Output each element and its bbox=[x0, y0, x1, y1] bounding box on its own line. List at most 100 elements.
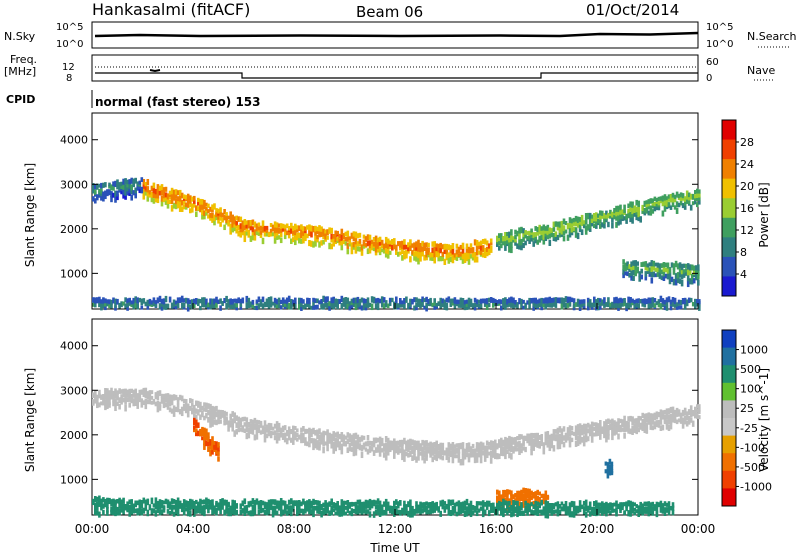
vel-cell-b1 bbox=[193, 425, 196, 430]
power-cell-b1 bbox=[524, 240, 527, 246]
vel-cell-b0 bbox=[615, 421, 618, 427]
power-cell-b4 bbox=[617, 298, 620, 304]
vel-cell-b0 bbox=[619, 418, 622, 424]
power-cell-b0 bbox=[314, 229, 317, 236]
vel-cell-b4 bbox=[417, 508, 420, 513]
power-cell-b4 bbox=[391, 297, 394, 303]
vel-cell-b0 bbox=[106, 388, 109, 395]
power-cell-b1 bbox=[694, 194, 697, 199]
power-cell-b0 bbox=[334, 230, 337, 235]
power-cell-b0 bbox=[211, 204, 214, 210]
vel-cell-b0 bbox=[437, 450, 440, 455]
vel-cell-b1 bbox=[193, 428, 196, 433]
power-cell-b0 bbox=[257, 226, 261, 231]
power-cell-b1 bbox=[500, 237, 503, 242]
power-cell-b0 bbox=[439, 256, 442, 262]
vel-cell-b0 bbox=[277, 427, 281, 433]
vel-cell-b0 bbox=[251, 430, 255, 435]
vel-cell-b0 bbox=[556, 439, 560, 446]
power-cell-b4 bbox=[348, 301, 352, 307]
vel-cell-b0 bbox=[405, 440, 408, 446]
vel-cbar-swatch bbox=[722, 418, 736, 437]
vel-cell-b0 bbox=[108, 402, 111, 408]
power-cell-b3 bbox=[622, 259, 625, 265]
vel-cell-b0 bbox=[328, 436, 331, 442]
vel-cell-b0 bbox=[172, 405, 176, 412]
vel-cell-b0 bbox=[148, 390, 152, 395]
power-cell-b0 bbox=[344, 241, 348, 246]
power-cell-b4 bbox=[411, 298, 414, 305]
power-cell-b0 bbox=[174, 203, 178, 210]
vel-cell-b0 bbox=[158, 405, 162, 411]
vel-cell-b0 bbox=[498, 442, 501, 448]
power-cell-b0 bbox=[447, 258, 451, 264]
vel-cell-b4 bbox=[110, 499, 113, 505]
power-cell-b1 bbox=[526, 231, 529, 235]
velocity-colorbar-label: Velocity [m s^-1] bbox=[757, 368, 771, 472]
vel-cell-b0 bbox=[120, 396, 123, 402]
power-cell-b0 bbox=[225, 219, 228, 223]
vel-cell-b4 bbox=[671, 505, 675, 512]
vel-cell-b0 bbox=[132, 392, 135, 398]
vel-cell-b0 bbox=[259, 423, 263, 428]
vel-cell-b1 bbox=[195, 428, 198, 434]
vel-cell-b4 bbox=[275, 500, 279, 505]
power-cell-b4 bbox=[492, 297, 495, 303]
power-cell-b1 bbox=[502, 236, 505, 242]
vel-cell-b3 bbox=[608, 469, 612, 476]
vel-cell-b4 bbox=[576, 505, 580, 511]
vel-cell-b0 bbox=[104, 399, 107, 406]
vel-cell-b0 bbox=[564, 435, 568, 440]
vel-cell-b0 bbox=[199, 414, 202, 420]
vel-cell-b0 bbox=[253, 417, 257, 424]
vel-cell-b4 bbox=[287, 499, 291, 505]
power-cell-b0 bbox=[413, 251, 416, 257]
power-cell-b1 bbox=[542, 224, 546, 231]
vel-cbar-tick-label: -1000 bbox=[740, 480, 772, 493]
power-cell-b2 bbox=[104, 193, 107, 200]
vel-cell-b4 bbox=[199, 498, 202, 505]
power-cell-b1 bbox=[698, 193, 701, 198]
vel-cell-b0 bbox=[560, 437, 564, 443]
power-cell-b1 bbox=[532, 235, 535, 241]
power-cell-b0 bbox=[358, 241, 362, 247]
power-cell-b1 bbox=[685, 198, 689, 204]
vel-cell-b0 bbox=[374, 447, 378, 453]
vel-cell-b0 bbox=[548, 445, 552, 452]
power-cbar-swatch bbox=[722, 217, 736, 238]
vel-cell-b0 bbox=[504, 448, 507, 456]
vel-cell-b4 bbox=[566, 506, 570, 512]
vel-cell-b4 bbox=[140, 503, 144, 509]
vel-ytick-label: 4000 bbox=[60, 340, 88, 353]
power-cell-b4 bbox=[112, 297, 115, 304]
vel-cell-b0 bbox=[106, 403, 109, 410]
vel-cell-b0 bbox=[687, 415, 691, 422]
power-cell-b1 bbox=[572, 226, 576, 232]
vel-cell-b0 bbox=[182, 406, 186, 411]
power-cell-b1 bbox=[504, 232, 507, 238]
power-cell-b0 bbox=[445, 249, 449, 255]
power-cell-b0 bbox=[445, 255, 449, 261]
power-cell-b1 bbox=[633, 208, 636, 214]
vel-cell-b4 bbox=[330, 505, 333, 512]
vel-cell-b4 bbox=[356, 505, 360, 511]
vel-cell-b4 bbox=[599, 506, 602, 511]
vel-cell-b0 bbox=[348, 446, 352, 452]
vel-cell-b0 bbox=[180, 410, 184, 417]
power-cell-b4 bbox=[603, 297, 606, 304]
power-cell-b1 bbox=[601, 210, 604, 216]
vel-cell-b0 bbox=[316, 433, 319, 440]
power-cell-b0 bbox=[233, 222, 236, 228]
power-cell-b4 bbox=[663, 299, 667, 305]
power-cell-b4 bbox=[568, 296, 572, 303]
power-cell-b0 bbox=[237, 224, 240, 231]
power-cell-b3 bbox=[634, 270, 637, 277]
vel-cell-b4 bbox=[158, 504, 162, 510]
power-cell-b0 bbox=[354, 237, 358, 245]
vel-cell-b0 bbox=[625, 420, 628, 426]
power-cell-b3 bbox=[628, 264, 631, 269]
vel-cell-b0 bbox=[546, 442, 550, 448]
power-cell-b0 bbox=[354, 242, 358, 249]
vel-cell-b4 bbox=[372, 499, 376, 507]
power-cell-b1 bbox=[584, 225, 588, 232]
